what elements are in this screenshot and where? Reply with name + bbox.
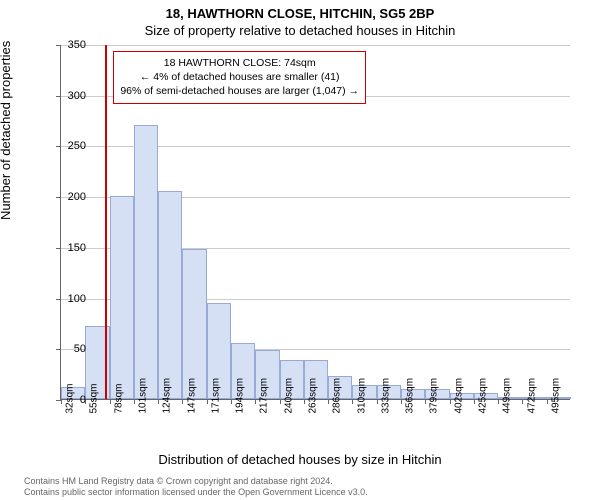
xtick-mark [352, 399, 353, 404]
annotation-box: 18 HAWTHORN CLOSE: 74sqm← 4% of detached… [113, 51, 366, 104]
chart-subtitle: Size of property relative to detached ho… [0, 21, 600, 38]
annotation-line: ← 4% of detached houses are smaller (41) [120, 70, 359, 84]
xtick-mark [522, 399, 523, 404]
xtick-mark [182, 399, 183, 404]
xtick-mark [280, 399, 281, 404]
xtick-mark [425, 399, 426, 404]
xtick-mark [231, 399, 232, 404]
ytick-label: 350 [56, 39, 86, 51]
xtick-mark [498, 399, 499, 404]
chart-title: 18, HAWTHORN CLOSE, HITCHIN, SG5 2BP [0, 0, 600, 21]
footer-line-1: Contains HM Land Registry data © Crown c… [24, 476, 368, 487]
xtick-mark [377, 399, 378, 404]
xtick-mark [207, 399, 208, 404]
histogram-bar [158, 191, 182, 399]
xtick-mark [134, 399, 135, 404]
xtick-mark [304, 399, 305, 404]
xtick-mark [110, 399, 111, 404]
chart-plot-area: 32sqm55sqm78sqm101sqm124sqm147sqm171sqm1… [60, 45, 570, 400]
reference-line [105, 45, 107, 399]
xtick-mark [401, 399, 402, 404]
gridline [61, 45, 570, 46]
xtick-mark [547, 399, 548, 404]
xtick-mark [158, 399, 159, 404]
x-axis-label: Distribution of detached houses by size … [0, 452, 600, 467]
xtick-mark [450, 399, 451, 404]
xtick-mark [255, 399, 256, 404]
histogram-bar [182, 249, 206, 399]
ytick-label: 50 [56, 343, 86, 355]
histogram-bar [110, 196, 134, 399]
ytick-label: 100 [56, 293, 86, 305]
ytick-label: 0 [56, 394, 86, 406]
ytick-label: 150 [56, 242, 86, 254]
ytick-label: 200 [56, 191, 86, 203]
histogram-bar [134, 125, 158, 399]
y-axis-label: Number of detached properties [0, 41, 13, 220]
xtick-mark [328, 399, 329, 404]
ytick-label: 300 [56, 90, 86, 102]
footer-line-2: Contains public sector information licen… [24, 487, 368, 498]
annotation-line: 18 HAWTHORN CLOSE: 74sqm [120, 56, 359, 70]
footer-attribution: Contains HM Land Registry data © Crown c… [24, 476, 368, 499]
ytick-label: 250 [56, 140, 86, 152]
annotation-line: 96% of semi-detached houses are larger (… [120, 84, 359, 98]
xtick-mark [474, 399, 475, 404]
